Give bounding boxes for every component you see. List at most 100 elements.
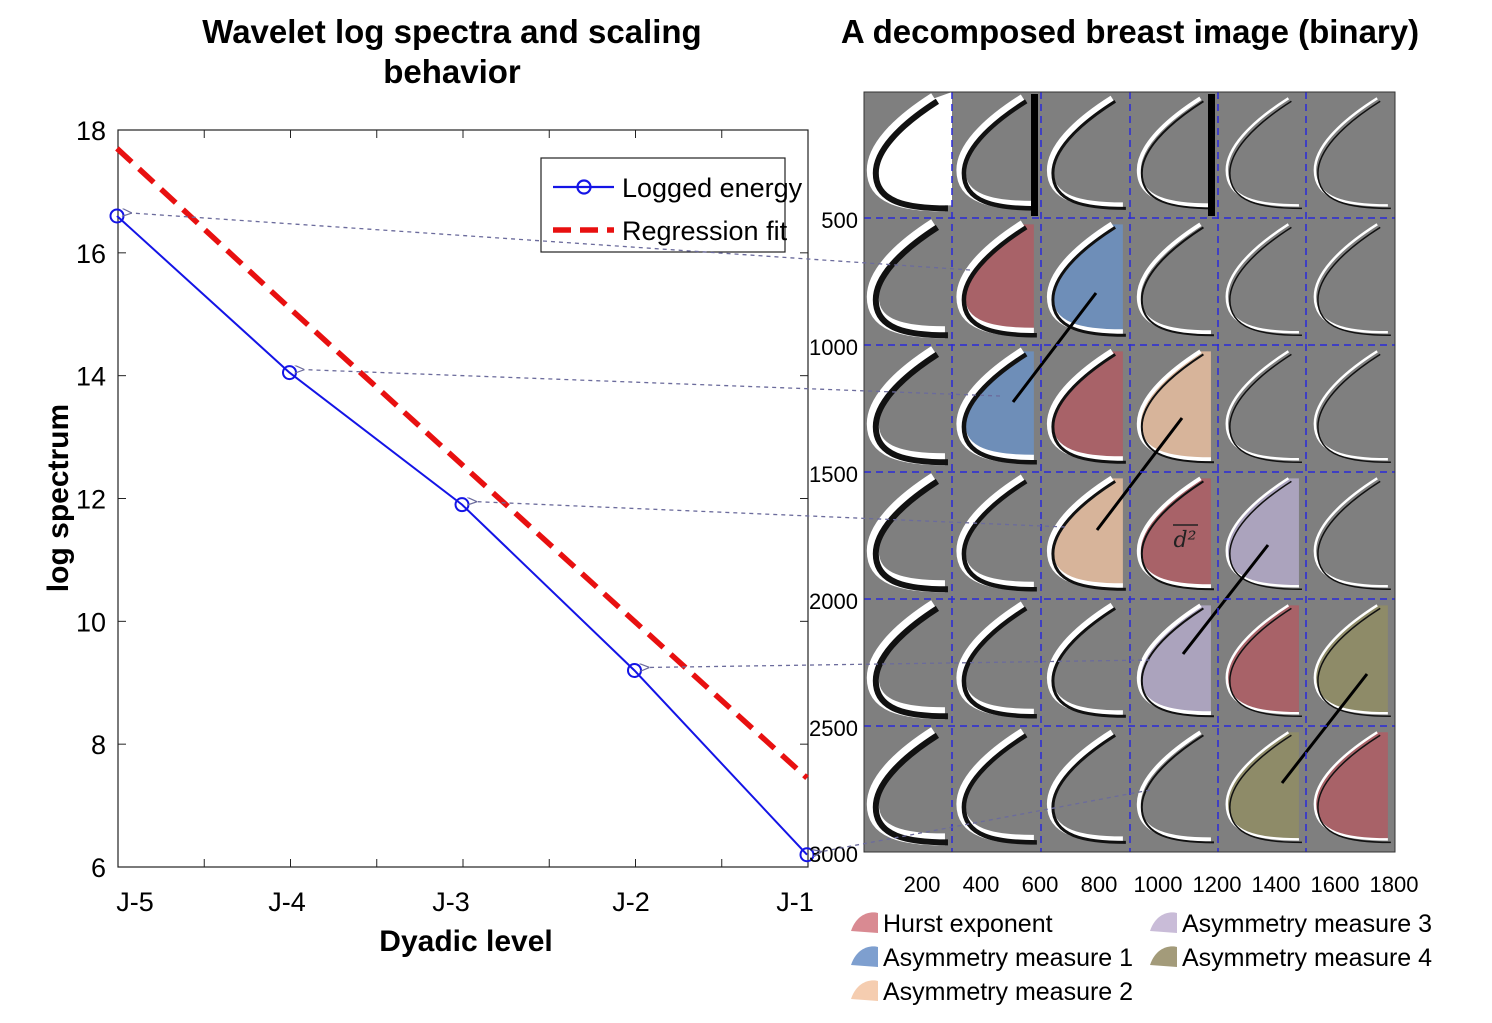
right-title: A decomposed breast image (binary) <box>841 13 1419 50</box>
wavelet-tiles <box>866 92 1391 846</box>
connector-arrows <box>131 213 1151 852</box>
tile-fill-asym1 <box>1049 224 1123 333</box>
tile-edge-black <box>872 351 948 466</box>
tile-edge-black <box>1229 100 1302 210</box>
tile-fill-asym2 <box>1138 351 1211 460</box>
tile-edge-black <box>1140 353 1214 464</box>
tile-edge-white <box>956 94 1034 210</box>
image-x-tick-label: 1600 <box>1311 872 1360 897</box>
tile-edge-black <box>872 478 948 593</box>
tile-edge-black <box>1140 100 1214 210</box>
image-x-tick-label: 1800 <box>1370 872 1419 897</box>
tile-edge-black <box>1051 226 1126 337</box>
tile-edge-black <box>1229 226 1302 337</box>
tile-edge-white <box>1046 729 1123 843</box>
tile-edge-black <box>1229 734 1302 844</box>
tile-fill-asym4 <box>1226 732 1299 840</box>
image-x-tick-label: 200 <box>904 872 941 897</box>
tile-edge-black <box>1317 100 1391 210</box>
tile-edge-black <box>872 605 948 720</box>
tile-fill-asym4 <box>1314 605 1388 714</box>
tile-fill-hurst <box>1138 478 1211 587</box>
tile-fill-hurst <box>960 224 1034 333</box>
y-tick-label: 12 <box>76 485 106 515</box>
tile-edge-black <box>961 479 1037 592</box>
tile-edge-black <box>1051 734 1126 844</box>
tile-edge-white <box>1313 604 1388 715</box>
image-x-tick-label: 800 <box>1081 872 1118 897</box>
tile-edge-white <box>956 601 1034 718</box>
tile-edge-white <box>1136 349 1211 462</box>
tile-edge-white <box>1313 97 1388 207</box>
connector-arrow <box>476 502 1066 528</box>
tile-fill-hurst <box>1226 605 1299 714</box>
tile-edge-white <box>1225 477 1299 588</box>
tile-edge-white <box>956 728 1034 844</box>
tile-edge-white <box>956 474 1034 591</box>
tile-fill-asym2 <box>1049 478 1123 587</box>
image-y-tick-label: 1000 <box>809 335 858 360</box>
tile-border-artifact <box>1031 94 1038 216</box>
legend-marker-logged-energy <box>576 179 592 195</box>
y-tick-label: 8 <box>91 730 106 760</box>
tile-edge-black <box>961 733 1037 845</box>
image-y-tick-label: 1500 <box>809 462 858 487</box>
x-tick-label: J-4 <box>268 887 306 917</box>
legend-label-asym4: Asymmetry measure 4 <box>1182 944 1432 972</box>
tile-edge-black <box>961 99 1037 211</box>
tile-edge-black <box>961 606 1037 719</box>
tile-solid-region <box>872 92 952 206</box>
tile-edge-black <box>961 225 1037 338</box>
tile-edge-black <box>1317 607 1391 718</box>
tile-edge-black <box>1051 100 1126 210</box>
tile-edge-white <box>1136 730 1211 842</box>
tile-edge-black <box>961 352 1037 465</box>
tile-edge-black <box>1229 607 1302 718</box>
tile-edge-black <box>1051 607 1126 718</box>
legend-swatch-asym2 <box>851 980 878 1001</box>
tile-edge-white <box>1225 731 1299 841</box>
tile-fill-asym3 <box>1226 478 1299 587</box>
tile-edge-white <box>1136 96 1211 208</box>
y-tick-label: 18 <box>76 116 106 146</box>
tile-edge-white <box>1046 475 1123 590</box>
legend-label-hurst: Hurst exponent <box>883 910 1053 938</box>
tile-edge-black <box>1317 353 1391 464</box>
x-tick-label: J-5 <box>116 887 154 917</box>
legend-label-asym2: Asymmetry measure 2 <box>883 978 1133 1006</box>
tile-edge-white <box>1046 602 1123 717</box>
y-axis-ticks: 6 8 10 12 14 16 18 <box>76 116 808 883</box>
image-y-tick-label: 500 <box>821 208 858 233</box>
legend-swatch-hurst <box>851 912 878 933</box>
legend-box <box>540 157 786 253</box>
tile-edge-white <box>1136 222 1211 335</box>
x-axis-ticks: J-5 J-4 J-3 J-2 J-1 <box>116 130 814 917</box>
tile-edge-white <box>1313 350 1388 461</box>
tile-edge-black <box>1140 226 1214 337</box>
image-x-ticks: 200 400 600 800 1000 1200 1400 1600 1800 <box>904 872 1419 897</box>
series-line-regression-fit <box>115 146 809 780</box>
tile-edge-white <box>1136 476 1211 589</box>
image-x-tick-label: 600 <box>1022 872 1059 897</box>
tile-fill-hurst <box>1049 351 1123 460</box>
tile-edge-white <box>1046 221 1123 336</box>
tile-edge-white <box>956 347 1034 464</box>
y-axis-label: log spectrum <box>42 404 75 592</box>
tile-edge-white <box>1046 348 1123 463</box>
image-y-tick-label: 2500 <box>809 716 858 741</box>
tile-edge-black <box>1317 734 1391 844</box>
decomposed-image-panel: d² <box>863 91 1396 853</box>
d-squared-label: d² <box>1174 528 1197 553</box>
tile-edge-black <box>1229 480 1302 591</box>
left-title-line2: behavior <box>383 53 521 90</box>
tile-edge-black <box>1051 480 1126 591</box>
tile-edge-black <box>1140 607 1214 718</box>
tile-edge-black <box>872 732 948 846</box>
tile-edge-black <box>1317 480 1391 591</box>
image-x-tick-label: 1400 <box>1252 872 1301 897</box>
tile-edge-white <box>1136 603 1211 716</box>
tile-edge-white <box>1225 350 1299 461</box>
tile-grid-lines <box>864 92 1395 852</box>
